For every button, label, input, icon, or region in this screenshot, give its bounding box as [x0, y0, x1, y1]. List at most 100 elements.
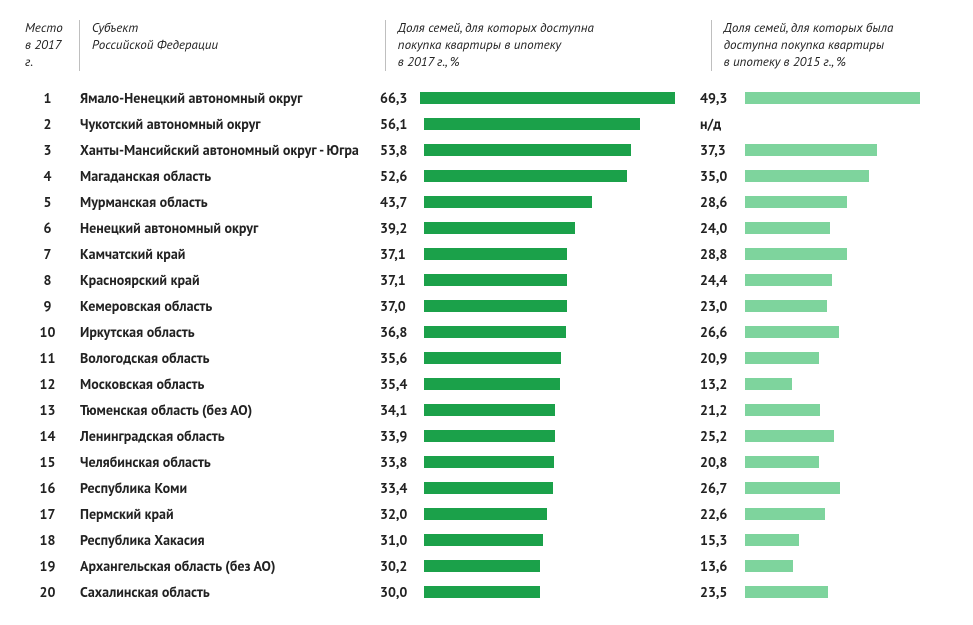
bar-2015 [745, 430, 834, 442]
value-2015-block: 21,2 [700, 401, 930, 419]
bar-2015-holder [745, 248, 920, 260]
bar-2015-holder [745, 508, 920, 520]
value-2015: 22,6 [700, 505, 745, 523]
bar-2017 [420, 92, 675, 104]
value-2017-block: 66,3 [380, 89, 700, 107]
table-body: 1Ямало-Ненецкий автономный округ66,349,3… [25, 85, 948, 605]
bar-2017-holder [424, 560, 675, 572]
bar-2017-holder [424, 508, 675, 520]
value-2015: 13,2 [700, 375, 745, 393]
bar-2015-holder [745, 118, 920, 130]
value-2015: 28,8 [700, 245, 745, 263]
bar-2015 [745, 352, 819, 364]
region-cell: Республика Хакасия [80, 531, 380, 549]
value-2017-block: 33,8 [380, 453, 700, 471]
value-2015-block: 26,6 [700, 323, 930, 341]
rank-cell: 8 [25, 271, 80, 289]
rank-cell: 5 [25, 193, 80, 211]
bar-2017 [424, 586, 539, 598]
bar-2015-holder [745, 430, 920, 442]
value-2017-block: 52,6 [380, 167, 700, 185]
table-row: 16Республика Коми33,426,7 [25, 475, 948, 501]
table-row: 8Красноярский край37,124,4 [25, 267, 948, 293]
table-row: 11Вологодская область35,620,9 [25, 345, 948, 371]
region-cell: Республика Коми [80, 479, 380, 497]
header-region: СубъектРоссийской Федерации [92, 20, 385, 54]
value-2017-block: 33,4 [380, 479, 700, 497]
value-2015: 20,9 [700, 349, 745, 367]
value-2017-block: 39,2 [380, 219, 700, 237]
value-2015-block: 25,2 [700, 427, 930, 445]
value-2015-block: 13,6 [700, 557, 930, 575]
bar-2015-holder [745, 482, 920, 494]
value-2017-block: 36,8 [380, 323, 700, 341]
header-2017: Доля семей, для которых доступнапокупка … [398, 20, 711, 71]
rank-cell: 1 [25, 89, 80, 107]
bar-2017 [424, 144, 631, 156]
value-2015: 28,6 [700, 193, 745, 211]
region-cell: Чукотский автономный округ [80, 115, 380, 133]
bar-2017 [424, 508, 547, 520]
table-row: 12Московская область35,413,2 [25, 371, 948, 397]
region-cell: Иркутская область [80, 323, 380, 341]
region-cell: Тюменская область (без АО) [80, 401, 380, 419]
table-row: 3Ханты-Мансийский автономный округ - Югр… [25, 137, 948, 163]
value-2015: 26,6 [700, 323, 745, 341]
value-2017: 56,1 [380, 115, 424, 133]
value-2017-block: 35,6 [380, 349, 700, 367]
value-2015: 26,7 [700, 479, 745, 497]
bar-2017-holder [424, 430, 675, 442]
bar-2015 [745, 404, 820, 416]
bar-2015-holder [745, 300, 920, 312]
value-2017: 37,1 [380, 245, 424, 263]
region-cell: Камчатский край [80, 245, 380, 263]
rank-cell: 6 [25, 219, 80, 237]
rank-cell: 3 [25, 141, 80, 159]
table-row: 5Мурманская область43,728,6 [25, 189, 948, 215]
bar-2015 [745, 300, 827, 312]
bar-2015 [745, 196, 847, 208]
bar-2015-holder [745, 144, 920, 156]
header-rank: Местов 2017 г. [25, 20, 79, 71]
value-2017-block: 53,8 [380, 141, 700, 159]
value-2017: 53,8 [380, 141, 424, 159]
region-cell: Вологодская область [80, 349, 380, 367]
rank-cell: 10 [25, 323, 80, 341]
region-cell: Ненецкий автономный округ [80, 219, 380, 237]
value-2015-block: 23,0 [700, 297, 930, 315]
value-2015-block: 20,8 [700, 453, 930, 471]
table-row: 2Чукотский автономный округ56,1н/д [25, 111, 948, 137]
value-2017: 31,0 [380, 531, 424, 549]
table-row: 18Республика Хакасия31,015,3 [25, 527, 948, 553]
value-2015-block: 20,9 [700, 349, 930, 367]
header-divider [79, 20, 80, 71]
bar-2017-holder [424, 274, 675, 286]
value-2017: 36,8 [380, 323, 424, 341]
value-2015-block: 24,4 [700, 271, 930, 289]
bar-2017-holder [424, 248, 675, 260]
region-cell: Архангельская область (без АО) [80, 557, 380, 575]
bar-2015-holder [745, 170, 920, 182]
value-2017-block: 37,0 [380, 297, 700, 315]
bar-2015-holder [745, 404, 920, 416]
bar-2015-holder [745, 196, 920, 208]
bar-2017-holder [424, 118, 675, 130]
header-2015: Доля семей, для которых быладоступна пок… [724, 20, 948, 71]
bar-2017-holder [424, 378, 675, 390]
value-2017: 52,6 [380, 167, 424, 185]
bar-2017 [424, 118, 640, 130]
rank-cell: 16 [25, 479, 80, 497]
value-2015: 15,3 [700, 531, 745, 549]
region-cell: Ханты-Мансийский автономный округ - Югра [80, 141, 380, 159]
bar-2017-holder [424, 222, 675, 234]
bar-2015-holder [745, 326, 920, 338]
bar-2017 [424, 274, 567, 286]
value-2015: 24,0 [700, 219, 745, 237]
bar-2017-holder [424, 482, 675, 494]
bar-2015 [745, 144, 877, 156]
rank-cell: 4 [25, 167, 80, 185]
bar-2017 [424, 326, 566, 338]
value-2017: 30,0 [380, 583, 424, 601]
value-2015-block: 49,3 [700, 89, 930, 107]
bar-2017 [424, 222, 575, 234]
